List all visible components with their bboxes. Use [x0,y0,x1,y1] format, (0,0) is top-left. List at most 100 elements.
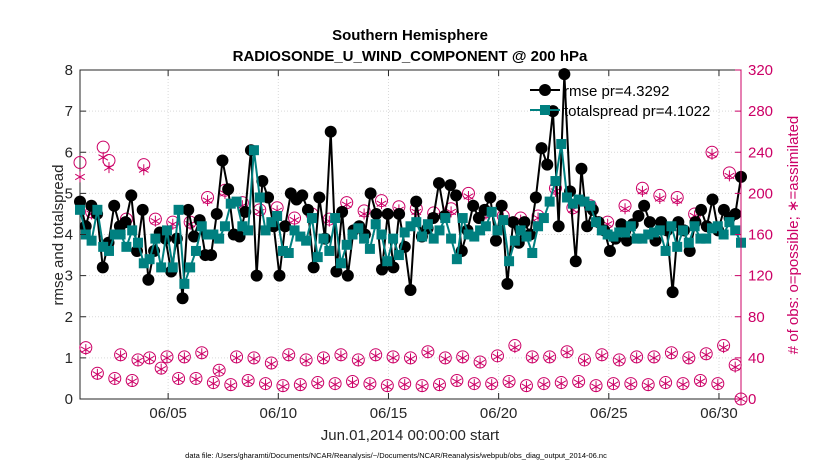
obs-assimilated-point [678,379,689,391]
totalspread-point [86,235,97,246]
obs-assimilated-point [179,352,190,364]
obs-assimilated-point [712,379,723,391]
totalspread-point [567,198,578,209]
totalspread-point [492,225,503,236]
obs-assimilated-point [492,351,503,363]
rmse-point [142,273,155,286]
obs-assimilated-point [649,352,660,364]
totalspread-point [475,225,486,236]
totalspread-point [248,145,259,156]
y-left-tick-label: 6 [65,144,73,161]
rmse-point [364,187,377,200]
totalspread-point [237,221,248,232]
rmse-point [450,189,463,202]
obs-assimilated-point [370,350,381,362]
obs-assimilated-point [562,347,573,359]
obs-assimilated-point [556,378,567,390]
totalspread-point [202,229,213,240]
rmse-point [108,199,121,212]
obs-assimilated-point [660,378,671,390]
totalspread-point [544,196,555,207]
y-left-tick-label: 4 [65,227,73,244]
chart-subtitle: RADIOSONDE_U_WIND_COMPONENT @ 200 hPa [233,48,588,65]
obs-assimilated-point [718,342,729,354]
obs-assimilated-point [138,164,149,176]
totalspread-point [689,221,700,232]
obs-assimilated-point [98,151,109,163]
totalspread-point [318,233,329,244]
obs-possible-point [73,156,87,170]
totalspread-point [190,245,201,256]
rmse-point [432,177,445,190]
totalspread-point [364,243,375,254]
totalspread-point [382,256,393,267]
y-left-tick-label: 8 [65,62,73,79]
obs-assimilated-point [277,381,288,393]
totalspread-point [330,213,341,224]
totalspread-point [370,219,381,230]
obs-assimilated-point [80,344,91,356]
y-right-tick-label: 80 [748,309,765,326]
obs-assimilated-point [730,361,741,373]
y-right-tick-label: 160 [748,227,773,244]
x-tick-label: 06/05 [149,405,187,422]
totalspread-point [521,231,532,242]
obs-assimilated-point [173,373,184,385]
totalspread-point [92,204,103,215]
obs-assimilated-point [115,350,126,362]
y-right-tick-label: 40 [748,350,765,367]
y-axis-right-label: # of obs: o=possible; ∗=assimilated [785,116,802,355]
totalspread-point [428,233,439,244]
obs-assimilated-point [527,352,538,364]
obs-assimilated-point [469,379,480,391]
totalspread-point [150,233,161,244]
rmse-point [615,218,628,231]
obs-assimilated-point [208,378,219,390]
obs-assimilated-point [364,379,375,391]
rmse-point [296,189,309,202]
rmse-point [484,191,497,204]
obs-assimilated-point [672,195,683,207]
rmse-point [279,220,292,233]
totalspread-point [556,139,567,150]
rmse-point [501,277,514,290]
y-left-tick-label: 0 [65,391,73,408]
totalspread-point [683,237,694,248]
totalspread-point [161,225,172,236]
totalspread-point [132,237,143,248]
totalspread-point [486,206,497,217]
totalspread-point [712,221,723,232]
obs-assimilated-point [521,381,532,393]
totalspread-point [260,225,271,236]
legend-rmse-marker [539,84,551,96]
obs-assimilated-point [109,373,120,385]
totalspread-point [359,233,370,244]
totalspread-point [457,213,468,224]
rmse-point [393,207,406,220]
rmse-point [518,216,531,229]
obs-assimilated-point [74,171,86,183]
obs-assimilated-point [318,353,329,365]
obs-assimilated-point [347,377,358,389]
rmse-point [495,199,508,212]
totalspread-point [527,248,538,259]
chart-title: Southern Hemisphere [332,27,488,44]
totalspread-point [127,225,138,236]
totalspread-point [156,262,167,273]
obs-assimilated-point [440,353,451,365]
obs-assimilated-point [695,376,706,388]
rmse-point [695,203,708,216]
rmse-point [370,207,383,220]
obs-assimilated-point [451,376,462,388]
totalspread-point [480,221,491,232]
y-right-tick-label: 280 [748,103,773,120]
totalspread-point [573,194,584,205]
totalspread-point [614,227,625,238]
obs-assimilated-point [544,352,555,364]
totalspread-point [591,217,602,228]
totalspread-point [277,245,288,256]
obs-assimilated-point [573,377,584,389]
obs-assimilated-point [417,381,428,393]
rmse-point [273,269,286,282]
obs-assimilated-point [422,347,433,359]
